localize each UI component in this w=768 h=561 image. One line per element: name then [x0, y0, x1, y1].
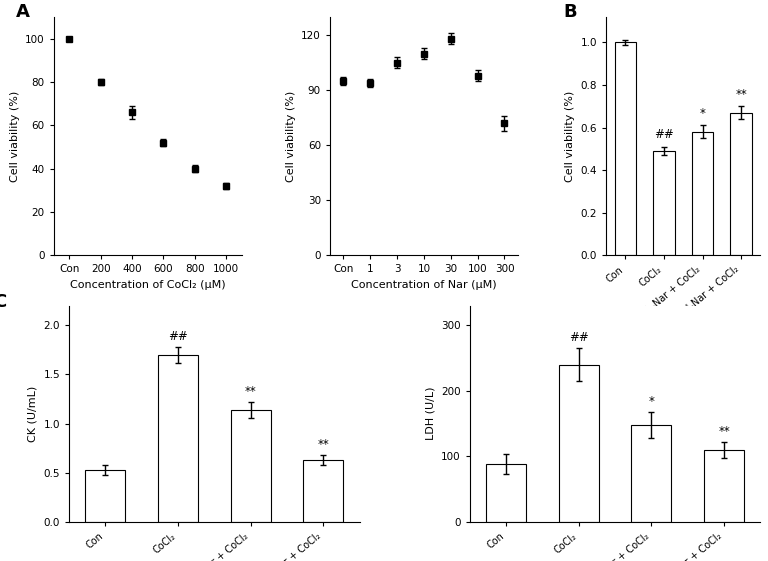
Y-axis label: Cell viability (%): Cell viability (%) [286, 90, 296, 182]
X-axis label: Concentration of CoCl₂ (μM): Concentration of CoCl₂ (μM) [70, 280, 226, 290]
Text: ##: ## [168, 330, 188, 343]
Text: *: * [700, 107, 706, 120]
Bar [303, 460, 343, 522]
Text: *: * [648, 395, 654, 408]
Bar [654, 151, 674, 255]
Text: A: A [16, 3, 30, 21]
Text: B: B [563, 3, 577, 21]
Text: **: ** [735, 88, 747, 101]
Bar [730, 113, 752, 255]
Bar [486, 464, 526, 522]
Y-axis label: Cell viability (%): Cell viability (%) [565, 90, 575, 182]
X-axis label: Concentration of Nar (μM): Concentration of Nar (μM) [351, 280, 497, 290]
Bar [230, 410, 270, 522]
Text: **: ** [317, 438, 329, 451]
Y-axis label: LDH (U/L): LDH (U/L) [425, 387, 435, 440]
Bar [631, 425, 671, 522]
Text: ##: ## [654, 128, 674, 141]
Bar [692, 132, 713, 255]
Bar [615, 43, 636, 255]
Bar [704, 450, 744, 522]
Text: **: ** [245, 385, 257, 398]
Y-axis label: CK (U/mL): CK (U/mL) [28, 385, 38, 442]
Text: **: ** [718, 425, 730, 438]
Text: C: C [0, 293, 7, 311]
Bar [559, 365, 599, 522]
Bar [158, 355, 198, 522]
Y-axis label: Cell viability (%): Cell viability (%) [9, 90, 19, 182]
Bar [85, 470, 125, 522]
Text: ##: ## [569, 332, 589, 344]
